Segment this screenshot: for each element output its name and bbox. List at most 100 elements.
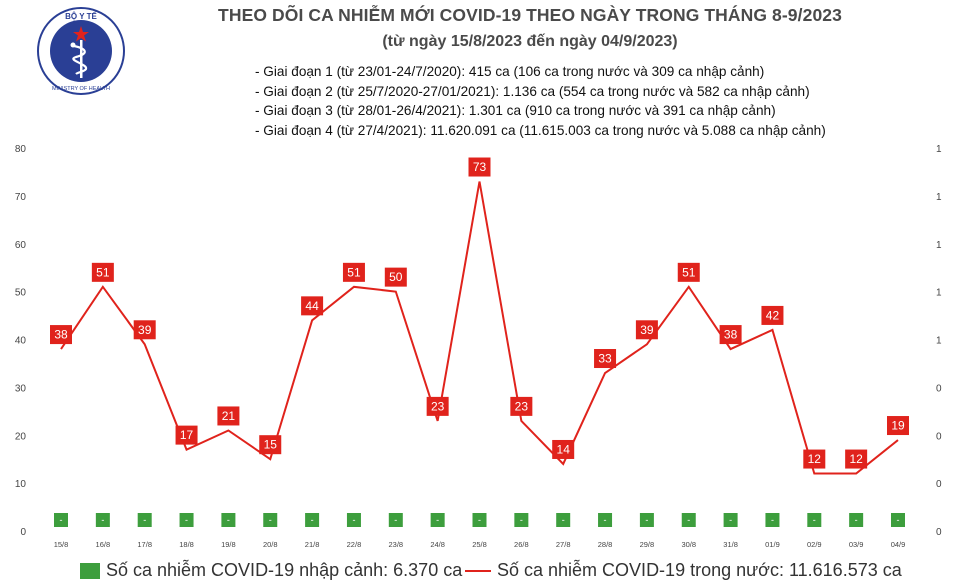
line-data-label-box	[259, 435, 282, 455]
x-tick-label: 02/9	[807, 540, 822, 549]
bar-data-label: -	[185, 515, 188, 525]
bar-data-label: -	[436, 515, 439, 525]
line-data-label: 39	[640, 323, 654, 337]
line-data-label-box	[342, 262, 365, 282]
bar	[891, 513, 905, 527]
x-tick-label: 26/8	[514, 540, 529, 549]
y-left-tick-label: 80	[15, 144, 27, 155]
x-tick-label: 22/8	[347, 540, 362, 549]
bar-data-label: -	[562, 515, 565, 525]
x-tick-label: 15/8	[54, 540, 69, 549]
y-right-tick-label: 0	[936, 527, 942, 538]
line-data-label: 44	[305, 299, 319, 313]
line-data-label-box	[803, 449, 826, 469]
bar	[849, 513, 864, 527]
y-left-tick-label: 50	[15, 288, 27, 299]
x-tick-label: 24/8	[430, 540, 445, 549]
x-tick-label: 16/8	[96, 540, 111, 549]
line-data-label: 12	[808, 452, 822, 466]
x-tick-label: 21/8	[305, 540, 320, 549]
phase-note: - Giai đoạn 3 (từ 28/01-26/4/2021): 1.30…	[255, 103, 776, 118]
line-series-domestic	[60, 181, 899, 475]
line-data-label: 23	[431, 399, 445, 413]
bar	[95, 513, 110, 527]
line-data-label: 19	[891, 419, 905, 433]
logo-text-top: BỘ Y TẾ	[65, 11, 97, 21]
legend-label-imported: Số ca nhiễm COVID-19 nhập cảnh: 6.370 ca	[106, 560, 463, 580]
line-data-label-box	[510, 396, 533, 416]
x-tick-label: 03/9	[849, 540, 864, 549]
line-data-label: 51	[96, 265, 110, 279]
y-right-tick-label: 1	[936, 192, 942, 203]
bar-data-label: -	[311, 515, 314, 525]
line-data-label: 51	[682, 265, 696, 279]
bar	[305, 513, 320, 527]
y-left-tick-label: 0	[20, 527, 26, 538]
legend-swatch-bar	[80, 562, 100, 579]
y-right-tick-label: 0	[936, 431, 942, 442]
line-data-label: 23	[515, 399, 529, 413]
line-data-label: 14	[557, 442, 571, 456]
y-left-tick-label: 40	[15, 336, 27, 347]
bar-data-label: -	[813, 515, 816, 525]
bar	[346, 513, 361, 527]
bar-data-label: -	[729, 515, 732, 525]
x-tick-label: 17/8	[137, 540, 152, 549]
phase-note: - Giai đoạn 4 (từ 27/4/2021): 11.620.091…	[255, 122, 826, 138]
bar-data-label: -	[394, 515, 397, 525]
bar-data-label: -	[143, 515, 146, 525]
bar	[807, 513, 822, 527]
phase-notes: - Giai đoạn 1 (từ 23/01-24/7/2020): 415 …	[255, 62, 826, 140]
bar	[723, 513, 738, 527]
y-right-tick-label: 1	[936, 336, 942, 347]
y-left-tick-label: 10	[15, 479, 27, 490]
line-data-label: 17	[180, 428, 194, 442]
bar-data-label: -	[227, 515, 230, 525]
y-left-tick-label: 30	[15, 383, 27, 394]
y-left-tick-label: 20	[15, 431, 27, 442]
x-tick-label: 27/8	[556, 540, 571, 549]
line-data-label-box	[887, 416, 909, 436]
x-tick-label: 01/9	[765, 540, 780, 549]
bar	[514, 513, 529, 527]
line-data-label: 73	[473, 160, 487, 174]
x-tick-label: 31/8	[723, 540, 738, 549]
x-tick-label: 29/8	[640, 540, 655, 549]
bar-data-label: -	[645, 515, 648, 525]
line-data-label-box	[845, 449, 868, 469]
chart-title: THEO DÕI CA NHIỄM MỚI COVID-19 THEO NGÀY…	[218, 5, 842, 25]
bar	[221, 513, 236, 527]
line-data-label: 21	[222, 409, 236, 423]
y-left-tick-label: 60	[15, 240, 27, 251]
bar	[263, 513, 278, 527]
line-data-label: 51	[347, 265, 361, 279]
bar-data-label: -	[520, 515, 523, 525]
bar	[137, 513, 152, 527]
bar-data-label: -	[478, 515, 481, 525]
bar	[598, 513, 613, 527]
line-data-label-box	[426, 396, 449, 416]
x-tick-label: 19/8	[221, 540, 236, 549]
x-tick-label: 25/8	[472, 540, 487, 549]
bar	[430, 513, 445, 527]
x-tick-label: 23/8	[388, 540, 403, 549]
y-left-tick-label: 70	[15, 192, 27, 203]
bar-data-label: -	[60, 515, 63, 525]
line-data-label-box	[384, 267, 407, 287]
line-data-label-box	[552, 439, 575, 459]
x-tick-label: 30/8	[681, 540, 696, 549]
line-data-label: 12	[849, 452, 863, 466]
legend-label-domestic: Số ca nhiễm COVID-19 trong nước: 11.616.…	[497, 560, 902, 580]
x-tick-label: 04/9	[891, 540, 906, 549]
x-tick-label: 28/8	[598, 540, 613, 549]
line-data-label-box	[50, 325, 72, 345]
legend-swatch-line	[465, 569, 491, 572]
x-tick-label: 20/8	[263, 540, 278, 549]
y-right-tick-label: 0	[936, 479, 942, 490]
ministry-of-health-logo: BỘ Y TẾ MINISTRY OF HEALTH	[37, 7, 125, 95]
line-data-label: 38	[724, 328, 738, 342]
line-data-label-box	[301, 296, 324, 316]
bar	[681, 513, 696, 527]
bar-data-label: -	[855, 515, 858, 525]
y-right-tick-label: 1	[936, 240, 942, 251]
